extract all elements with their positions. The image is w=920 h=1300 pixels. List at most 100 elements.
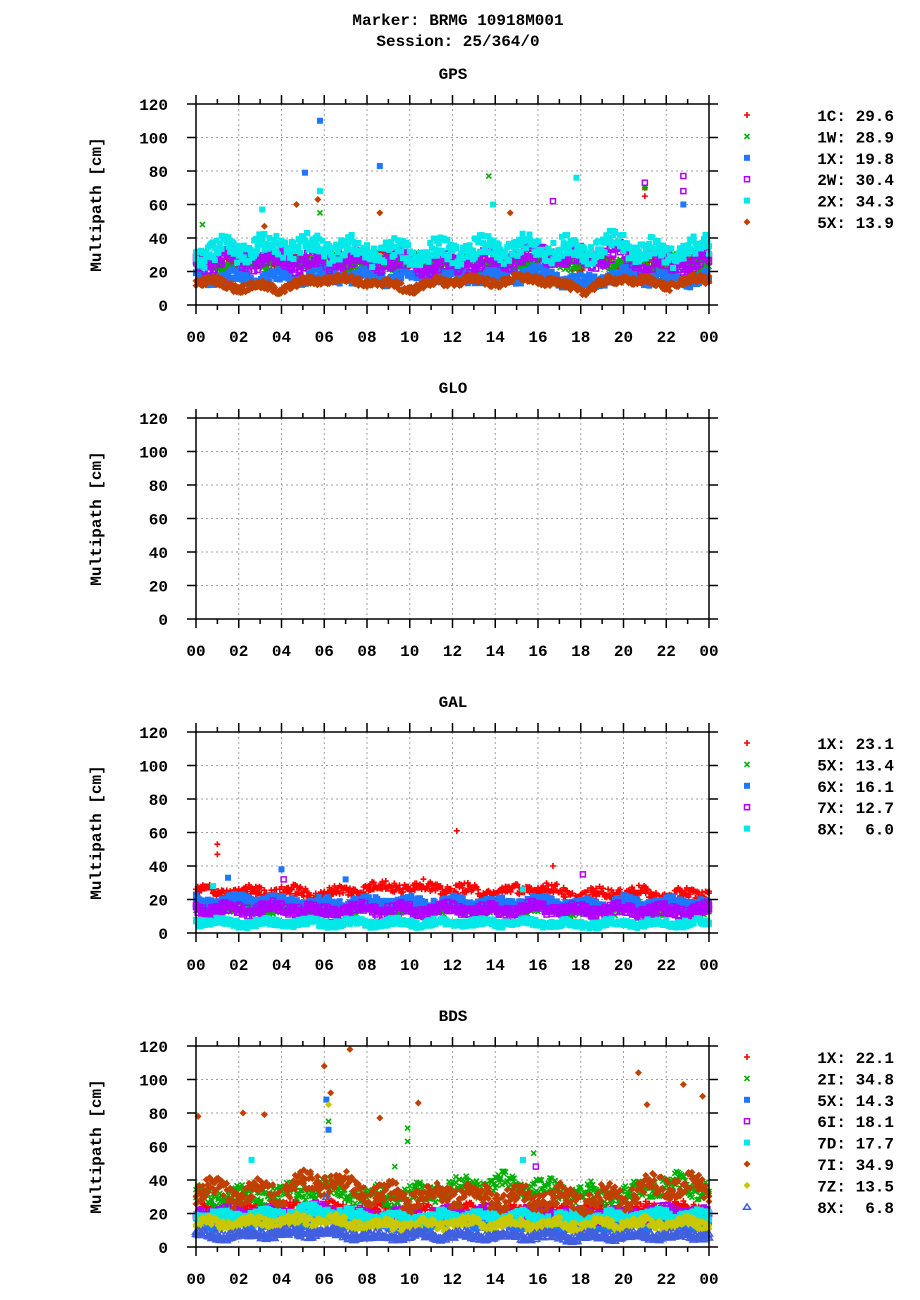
x-tick-label: 08 [357, 329, 376, 347]
data-point [570, 251, 577, 258]
y-tick-label: 0 [158, 612, 168, 630]
data-point-outlier [641, 179, 649, 186]
data-point [341, 252, 348, 259]
x-tick-label: 16 [528, 643, 547, 661]
data-point [546, 248, 553, 255]
data-point-outlier [549, 197, 557, 205]
panel-title: GLO [439, 380, 468, 398]
data-point [449, 260, 456, 267]
data-point [446, 253, 453, 260]
data-point-outlier [573, 174, 580, 181]
data-point [588, 244, 595, 251]
data-point [584, 261, 591, 268]
data-point [452, 245, 459, 252]
y-axis-label: Multipath [cm] [88, 765, 106, 899]
data-point [201, 264, 208, 271]
data-point [336, 243, 343, 250]
data-point [601, 249, 608, 256]
data-point-outlier [376, 162, 383, 169]
data-point [281, 239, 288, 246]
data-point [234, 259, 241, 266]
data-point [280, 254, 287, 261]
data-point [564, 231, 571, 238]
x-tick-label: 00 [186, 329, 205, 347]
data-point [290, 256, 297, 263]
y-tick-label: 60 [149, 198, 168, 216]
data-point [420, 876, 427, 883]
data-point [594, 238, 601, 245]
chart-title: Marker: BRMG 10918M001 [352, 12, 563, 30]
data-point-outlier [316, 209, 324, 216]
x-tick-label: 22 [657, 329, 676, 347]
x-tick-label: 00 [699, 643, 718, 661]
legend-entry: 1X: 19.8 [817, 151, 894, 169]
legend-entry: 2W: 30.4 [817, 172, 894, 190]
y-tick-label: 20 [149, 265, 168, 283]
x-tick-label: 02 [229, 329, 248, 347]
data-point-outlier [641, 193, 648, 200]
data-point [692, 250, 699, 257]
x-tick-label: 12 [443, 329, 462, 347]
data-point [485, 249, 492, 256]
legend-marker [743, 175, 751, 183]
data-point-outlier [680, 187, 687, 195]
y-tick-label: 80 [149, 164, 168, 182]
data-point [495, 241, 502, 248]
panel-title: GAL [439, 694, 468, 712]
data-point-outlier [680, 201, 687, 208]
data-point [543, 258, 550, 265]
data-point [605, 886, 612, 893]
data-point [304, 229, 311, 236]
data-point [526, 231, 533, 238]
data-point [690, 233, 697, 240]
data-point [646, 253, 653, 260]
x-tick-label: 14 [486, 329, 506, 347]
data-point [273, 233, 280, 240]
data-point [459, 255, 466, 262]
data-point-outlier [376, 209, 384, 217]
data-point-outlier [316, 188, 323, 195]
data-point [564, 250, 571, 257]
data-point [558, 252, 565, 259]
x-tick-label: 18 [571, 643, 590, 661]
data-point-outlier [485, 172, 492, 180]
legend-marker [744, 197, 750, 204]
data-point [261, 230, 268, 237]
data-point [480, 233, 487, 240]
x-tick-label: 12 [443, 643, 462, 661]
panel-title: GPS [439, 66, 468, 84]
data-point [680, 255, 687, 262]
y-axis-label: Multipath [cm] [88, 137, 106, 271]
y-axis-label: Multipath [cm] [88, 451, 106, 585]
data-point [523, 245, 530, 252]
data-point [297, 249, 304, 256]
data-point [364, 242, 370, 249]
x-tick-label: 04 [272, 643, 292, 661]
data-point [211, 256, 218, 263]
data-point-outlier [302, 169, 309, 176]
legend-marker [744, 154, 750, 161]
legend-marker [744, 112, 750, 118]
data-point [654, 238, 661, 245]
y-tick-label: 120 [139, 411, 168, 429]
legend-marker [743, 133, 751, 140]
data-point [331, 256, 338, 263]
x-tick-label: 22 [657, 643, 676, 661]
data-point [295, 243, 302, 250]
x-tick-label: 06 [315, 329, 334, 347]
y-tick-label: 100 [139, 445, 168, 463]
data-point-outlier [490, 201, 497, 208]
data-point [627, 254, 634, 261]
data-point-outlier [314, 195, 322, 203]
data-point [218, 245, 225, 252]
data-point [535, 238, 541, 245]
x-tick-label: 04 [272, 329, 292, 347]
data-point-outlier [316, 117, 323, 124]
data-point-outlier [549, 863, 556, 869]
y-tick-label: 80 [149, 478, 168, 496]
data-point [620, 231, 627, 238]
data-point-outlier [680, 172, 687, 180]
data-point [592, 265, 600, 272]
